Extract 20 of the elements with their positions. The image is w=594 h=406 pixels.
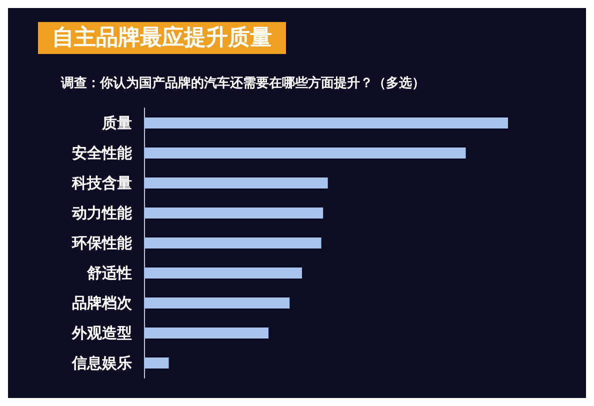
y-tick-label: 外观造型 xyxy=(71,324,132,342)
y-tick-label: 动力性能 xyxy=(71,204,133,222)
bar xyxy=(144,208,324,218)
y-tick-label: 信息娱乐 xyxy=(71,354,132,372)
bar xyxy=(144,118,508,128)
y-tick-label: 环保性能 xyxy=(71,234,133,252)
bar xyxy=(144,358,169,368)
bar xyxy=(144,268,302,278)
bar xyxy=(144,148,466,158)
bar xyxy=(144,178,328,188)
y-tick-label: 质量 xyxy=(101,114,132,132)
y-tick-label: 科技含量 xyxy=(71,174,132,192)
bar xyxy=(144,238,322,248)
bar xyxy=(144,328,268,338)
bar xyxy=(144,298,290,308)
chart-title: 自主品牌最应提升质量 xyxy=(52,24,272,50)
y-tick-label: 舒适性 xyxy=(86,264,132,282)
chart-subtitle: 调查：你认为国产品牌的汽车还需要在哪些方面提升？（多选） xyxy=(60,75,425,91)
y-tick-label: 品牌档次 xyxy=(72,294,133,312)
y-tick-label: 安全性能 xyxy=(72,144,133,162)
